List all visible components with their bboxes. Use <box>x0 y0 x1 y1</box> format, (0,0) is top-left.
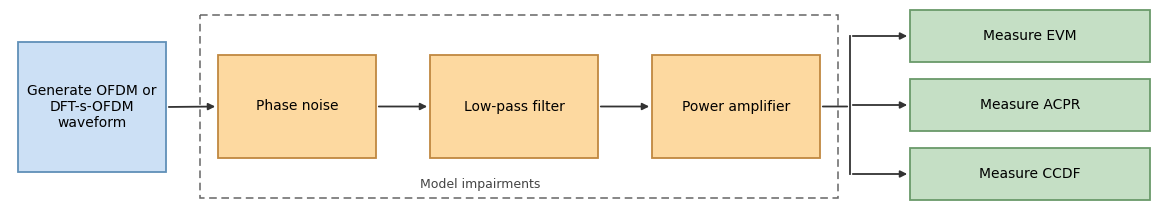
FancyBboxPatch shape <box>18 42 166 172</box>
Text: Generate OFDM or
DFT-s-OFDM
waveform: Generate OFDM or DFT-s-OFDM waveform <box>27 84 157 130</box>
FancyBboxPatch shape <box>910 79 1150 131</box>
Text: Measure ACPR: Measure ACPR <box>979 98 1080 112</box>
FancyBboxPatch shape <box>652 55 820 158</box>
FancyBboxPatch shape <box>431 55 598 158</box>
FancyBboxPatch shape <box>910 148 1150 200</box>
Text: Model impairments: Model impairments <box>420 178 541 191</box>
FancyBboxPatch shape <box>218 55 376 158</box>
Text: Measure CCDF: Measure CCDF <box>979 167 1081 181</box>
Text: Phase noise: Phase noise <box>256 100 338 113</box>
Text: Low-pass filter: Low-pass filter <box>463 100 564 113</box>
FancyBboxPatch shape <box>910 10 1150 62</box>
Text: Power amplifier: Power amplifier <box>682 100 790 113</box>
Text: Measure EVM: Measure EVM <box>983 29 1076 43</box>
